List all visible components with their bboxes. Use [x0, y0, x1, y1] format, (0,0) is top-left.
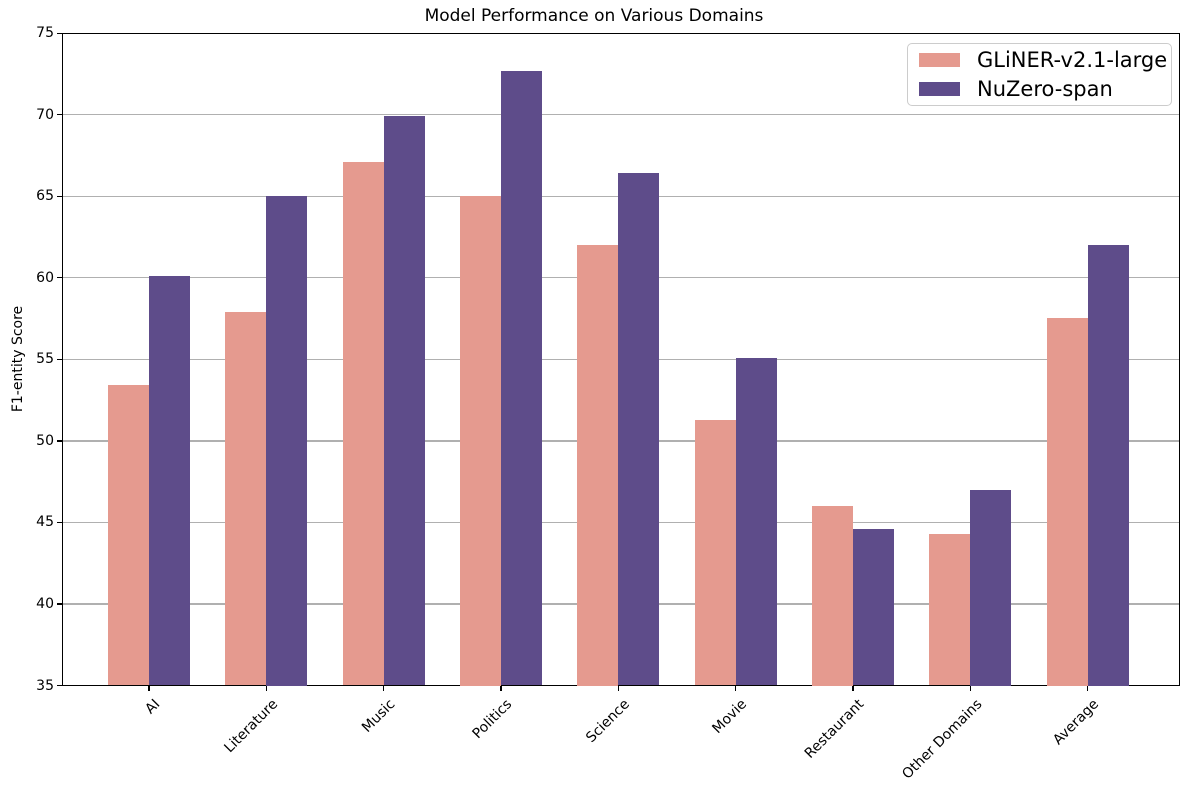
- gridline-y-70: [63, 114, 1179, 116]
- x-tick-label-science: Science: [583, 695, 633, 746]
- x-tick-average: [1087, 685, 1089, 691]
- y-tick-label-50: 50: [36, 432, 54, 449]
- y-tick-50: [57, 440, 62, 442]
- bar-gliner-v2-1-large-movie: [694, 419, 736, 686]
- legend-item-nuzero-span: NuZero-span: [919, 78, 1171, 100]
- y-tick-40: [57, 603, 62, 605]
- bar-nuzero-span-average: [1087, 245, 1129, 686]
- bar-gliner-v2-1-large-literature: [225, 311, 267, 686]
- x-tick-other-domains: [969, 685, 972, 691]
- bar-gliner-v2-1-large-restaurant: [811, 506, 853, 686]
- bar-nuzero-span-politics: [500, 70, 542, 686]
- y-tick-label-60: 60: [36, 269, 54, 286]
- bar-gliner-v2-1-large-music: [342, 161, 384, 686]
- y-tick-60: [57, 277, 62, 279]
- x-tick-restaurant: [852, 685, 854, 691]
- y-tick-label-35: 35: [36, 677, 54, 694]
- y-tick-75: [57, 32, 62, 34]
- y-tick-label-55: 55: [36, 351, 54, 368]
- bar-nuzero-span-other-domains: [970, 489, 1012, 686]
- y-tick-65: [57, 195, 62, 197]
- x-tick-label-ai: AI: [142, 695, 164, 717]
- x-tick-label-other-domains: Other Domains: [898, 695, 985, 782]
- y-tick-label-40: 40: [36, 595, 54, 612]
- bar-nuzero-span-restaurant: [852, 528, 894, 686]
- y-tick-35: [57, 685, 62, 687]
- y-tick-label-75: 75: [36, 25, 54, 41]
- bar-gliner-v2-1-large-average: [1046, 318, 1088, 686]
- legend-swatch-gliner-v2-1-large: [919, 53, 960, 67]
- bar-gliner-v2-1-large-ai: [107, 385, 149, 686]
- legend-item-gliner-v2-1-large: GLiNER-v2.1-large: [919, 49, 1171, 71]
- bar-nuzero-span-music: [383, 116, 425, 686]
- legend-label-nuzero-span: NuZero-span: [977, 77, 1113, 101]
- y-tick-70: [57, 114, 62, 116]
- legend-label-gliner-v2-1-large: GLiNER-v2.1-large: [977, 48, 1168, 72]
- x-tick-label-movie: Movie: [709, 695, 751, 737]
- x-tick-label-restaurant: Restaurant: [802, 695, 868, 762]
- y-tick-label-45: 45: [36, 514, 54, 531]
- bar-nuzero-span-ai: [148, 276, 190, 686]
- x-tick-science: [617, 685, 620, 691]
- x-tick-literature: [265, 685, 267, 691]
- x-tick-movie: [735, 685, 737, 691]
- x-tick-label-politics: Politics: [469, 695, 516, 742]
- y-tick-45: [57, 521, 62, 524]
- legend-swatch-nuzero-span: [919, 82, 960, 96]
- y-tick-label-65: 65: [36, 188, 54, 205]
- x-tick-ai: [148, 685, 150, 691]
- x-tick-label-average: Average: [1050, 695, 1103, 748]
- chart-title: Model Performance on Various Domains: [424, 6, 764, 26]
- bar-nuzero-span-science: [618, 173, 660, 686]
- x-tick-label-music: Music: [358, 695, 399, 736]
- y-tick-55: [57, 358, 62, 361]
- legend: GLiNER-v2.1-large NuZero-span: [907, 43, 1172, 106]
- bar-nuzero-span-movie: [735, 357, 777, 686]
- y-tick-label-70: 70: [36, 106, 54, 123]
- x-tick-label-literature: Literature: [220, 695, 281, 756]
- x-tick-music: [383, 685, 385, 691]
- bar-nuzero-span-literature: [266, 196, 308, 686]
- bar-gliner-v2-1-large-other-domains: [929, 533, 971, 686]
- bar-gliner-v2-1-large-politics: [459, 196, 501, 686]
- bar-gliner-v2-1-large-science: [577, 245, 619, 686]
- x-tick-politics: [500, 685, 502, 691]
